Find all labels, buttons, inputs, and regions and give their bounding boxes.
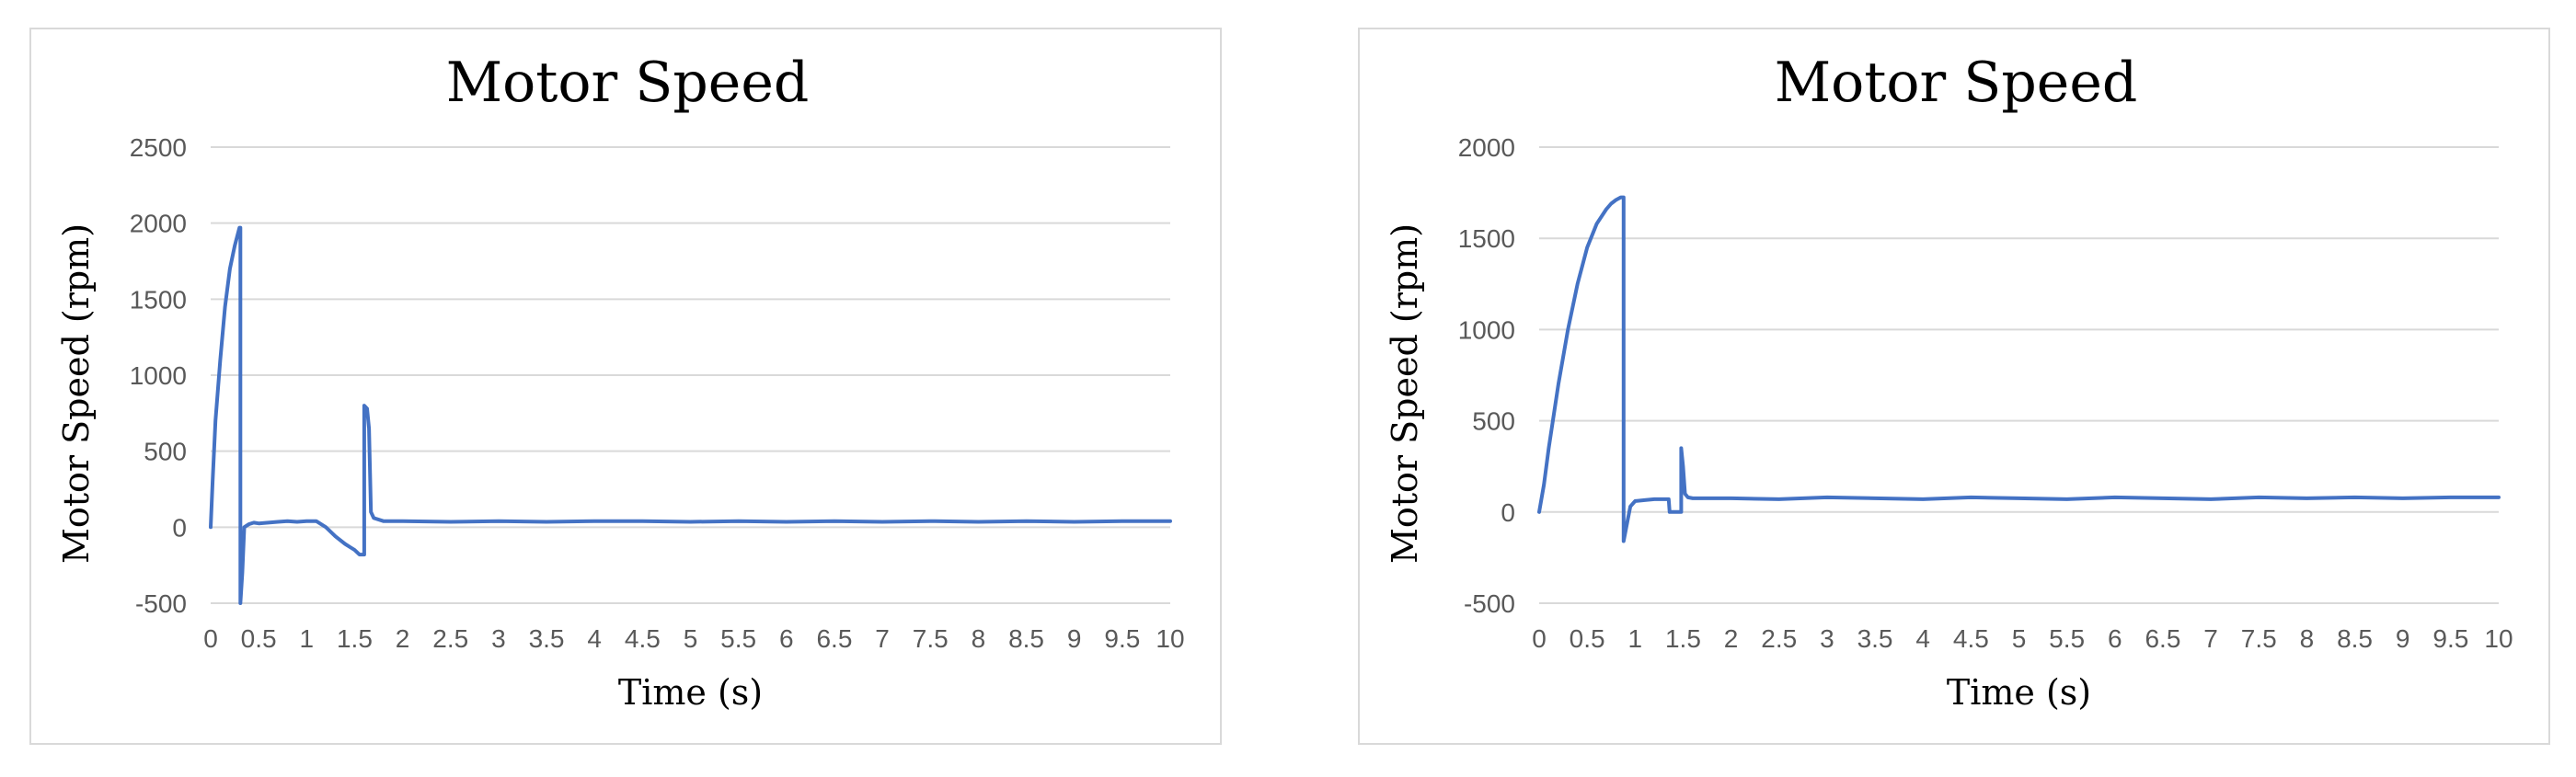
y-tick-label: 1500 <box>130 285 187 314</box>
x-tick-label: 7.5 <box>2241 624 2277 653</box>
x-tick-label: 2.5 <box>432 624 468 653</box>
x-tick-label: 7 <box>875 624 890 653</box>
x-tick-label: 3 <box>1820 624 1834 653</box>
x-tick-label: 0.5 <box>241 624 277 653</box>
x-axis-label: Time (s) <box>1947 672 2091 713</box>
x-tick-label: 0.5 <box>1570 624 1605 653</box>
x-tick-label: 6.5 <box>816 624 852 653</box>
y-tick-label: -500 <box>1464 589 1515 618</box>
x-tick-label: 0 <box>203 624 218 653</box>
chart-title: Motor Speed <box>446 51 809 115</box>
chart-panel-right: Motor Speed 2000 1500 1000 500 0 -500 0 0.5 1 1.5 2… <box>1358 28 2550 745</box>
x-tick-label: 9 <box>2396 624 2410 653</box>
x-axis-label: Time (s) <box>618 672 763 713</box>
x-tick-label: 8 <box>972 624 986 653</box>
y-tick-label: 1500 <box>1458 224 1515 253</box>
x-tick-label: 3.5 <box>529 624 565 653</box>
motor-speed-chart-right: Motor Speed 2000 1500 1000 500 0 -500 0 0.5 1 1.5 2… <box>1385 51 2513 713</box>
x-tick-label: 4.5 <box>1953 624 1989 653</box>
x-tick-label: 3.5 <box>1857 624 1893 653</box>
x-tick-label: 1 <box>300 624 315 653</box>
x-tick-label: 4 <box>1915 624 1930 653</box>
x-tick-label: 0 <box>1532 624 1547 653</box>
motor-speed-chart-left: Motor Speed 2500 2000 1500 1000 500 0 -500 0 0.5 1… <box>56 51 1185 713</box>
x-tick-label: 7.5 <box>913 624 949 653</box>
x-tick-label: 3 <box>491 624 506 653</box>
chart-panel-left: Motor Speed 2500 2000 1500 1000 500 0 -500 0 0.5 1… <box>29 28 1222 745</box>
x-tick-label: 6 <box>2108 624 2122 653</box>
y-tick-label: 2000 <box>1458 133 1515 162</box>
y-tick-label: 1000 <box>1458 315 1515 344</box>
x-tick-label: 5 <box>2012 624 2027 653</box>
y-tick-label: 2500 <box>130 133 187 162</box>
y-axis-label: Motor Speed (rpm) <box>1385 223 1425 564</box>
x-tick-label: 1.5 <box>337 624 373 653</box>
x-tick-label: 8.5 <box>1008 624 1044 653</box>
x-tick-label: 8.5 <box>2337 624 2373 653</box>
x-tick-label: 5.5 <box>2049 624 2085 653</box>
x-tick-label: 6.5 <box>2145 624 2180 653</box>
x-tick-label: 2.5 <box>1761 624 1797 653</box>
y-tick-label: 0 <box>1501 498 1515 527</box>
x-tick-label: 10 <box>1156 624 1184 653</box>
x-tick-label: 5.5 <box>720 624 756 653</box>
x-tick-label: 7 <box>2203 624 2218 653</box>
y-tick-label: 1000 <box>130 361 187 390</box>
y-tick-label: 500 <box>144 438 187 466</box>
y-axis-label: Motor Speed (rpm) <box>56 223 97 564</box>
y-tick-label: -500 <box>135 589 187 618</box>
x-tick-label: 9 <box>1067 624 1082 653</box>
x-tick-label: 2 <box>396 624 410 653</box>
x-tick-label: 1.5 <box>1665 624 1701 653</box>
series-line <box>1537 195 2501 543</box>
x-tick-label: 9.5 <box>1104 624 1140 653</box>
x-tick-label: 6 <box>779 624 794 653</box>
series-line <box>209 225 1172 605</box>
x-tick-label: 9.5 <box>2432 624 2468 653</box>
x-tick-label: 2 <box>1724 624 1739 653</box>
y-tick-label: 500 <box>1472 407 1515 436</box>
y-tick-label: 0 <box>172 513 187 542</box>
x-tick-label: 1 <box>1628 624 1643 653</box>
x-tick-label: 4 <box>587 624 602 653</box>
x-tick-label: 10 <box>2484 624 2513 653</box>
y-tick-label: 2000 <box>130 210 187 238</box>
chart-title: Motor Speed <box>1775 51 2137 115</box>
x-tick-label: 8 <box>2300 624 2315 653</box>
x-tick-label: 5 <box>684 624 698 653</box>
x-tick-label: 4.5 <box>625 624 661 653</box>
